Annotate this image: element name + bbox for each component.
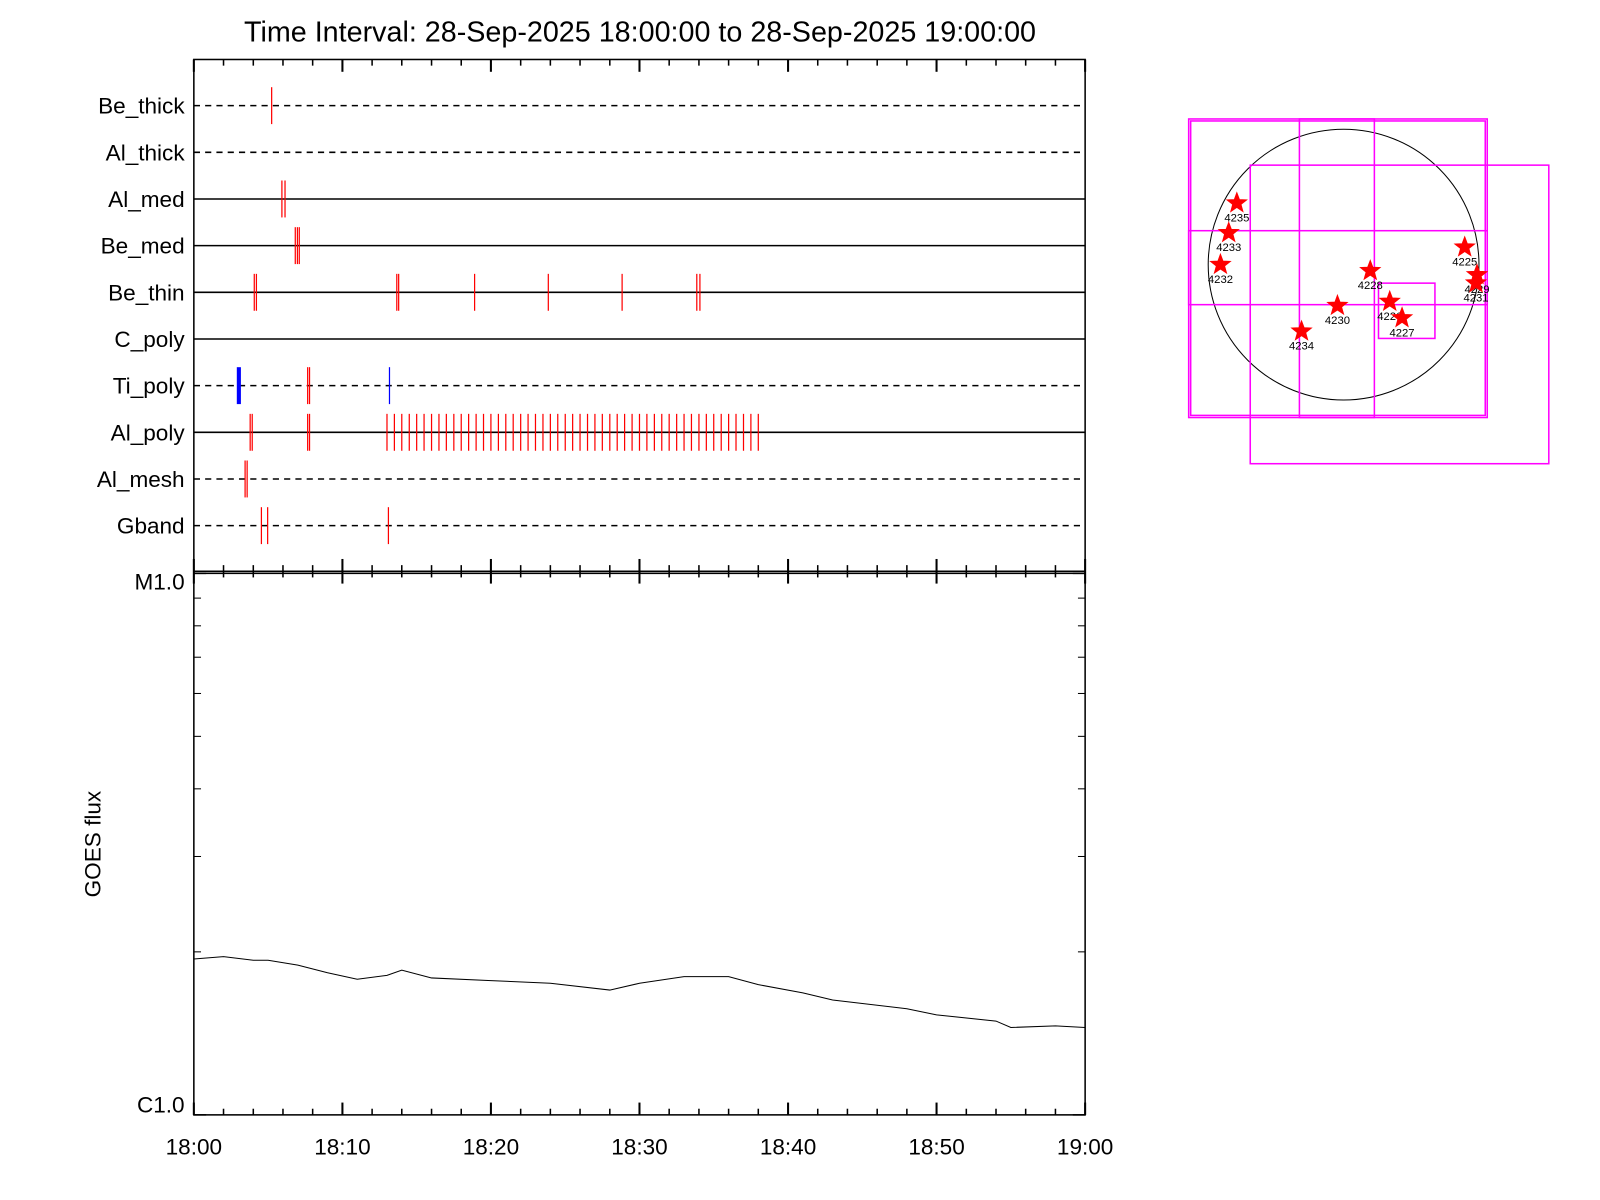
region-label: 4227 (1389, 327, 1414, 339)
x-tick-label: 18:10 (314, 1135, 370, 1160)
y-tick-label: C1.0 (137, 1093, 185, 1118)
region-star (1359, 259, 1382, 281)
region-star (1209, 252, 1232, 275)
fov-box (1377, 282, 1436, 340)
region-star (1464, 271, 1488, 293)
row-label: Al_poly (111, 420, 186, 445)
x-tick-label: 18:30 (611, 1135, 667, 1160)
region-label: 4233 (1216, 242, 1241, 254)
x-tick-label: 19:00 (1057, 1135, 1113, 1160)
row-label: Al_mesh (97, 467, 185, 492)
region-star (1390, 306, 1414, 328)
region-label: 4226 (1377, 311, 1402, 323)
region-star (1290, 319, 1313, 341)
row-label: Be_med (101, 234, 185, 259)
row-label: Al_med (108, 187, 184, 212)
region-label: 4228 (1358, 280, 1383, 292)
fov-box (1249, 164, 1550, 465)
x-tick-label: 18:00 (166, 1135, 222, 1160)
region-star (1378, 289, 1401, 312)
region-label: 4234 (1289, 341, 1314, 353)
row-label: C_poly (114, 327, 185, 352)
region-star (1225, 191, 1248, 213)
row-label: Be_thin (108, 280, 184, 305)
fov-box (1189, 120, 1487, 417)
row-label: Al_thick (106, 140, 186, 165)
region-label: 4235 (1224, 212, 1249, 224)
chart-title: Time Interval: 28-Sep-2025 18:00:00 to 2… (244, 16, 1036, 48)
region-star (1326, 293, 1349, 316)
x-tick-label: 18:20 (463, 1135, 519, 1160)
region-label: 4230 (1325, 315, 1350, 327)
y-axis-label: GOES flux (80, 790, 105, 897)
region-label: 4232 (1208, 274, 1233, 286)
row-label: Ti_poly (113, 374, 186, 399)
row-label: Be_thick (98, 94, 185, 119)
solar-disk (1207, 128, 1480, 401)
region-label: 4225 (1452, 257, 1477, 269)
goes-line (193, 956, 1086, 1029)
region-star (1217, 221, 1240, 243)
y-tick-label: M1.0 (134, 570, 184, 595)
row-label: Gband (117, 514, 185, 539)
x-tick-label: 18:40 (760, 1135, 816, 1160)
region-star (1453, 235, 1476, 257)
region-label: 4231 (1463, 293, 1488, 305)
x-tick-label: 18:50 (908, 1135, 964, 1160)
